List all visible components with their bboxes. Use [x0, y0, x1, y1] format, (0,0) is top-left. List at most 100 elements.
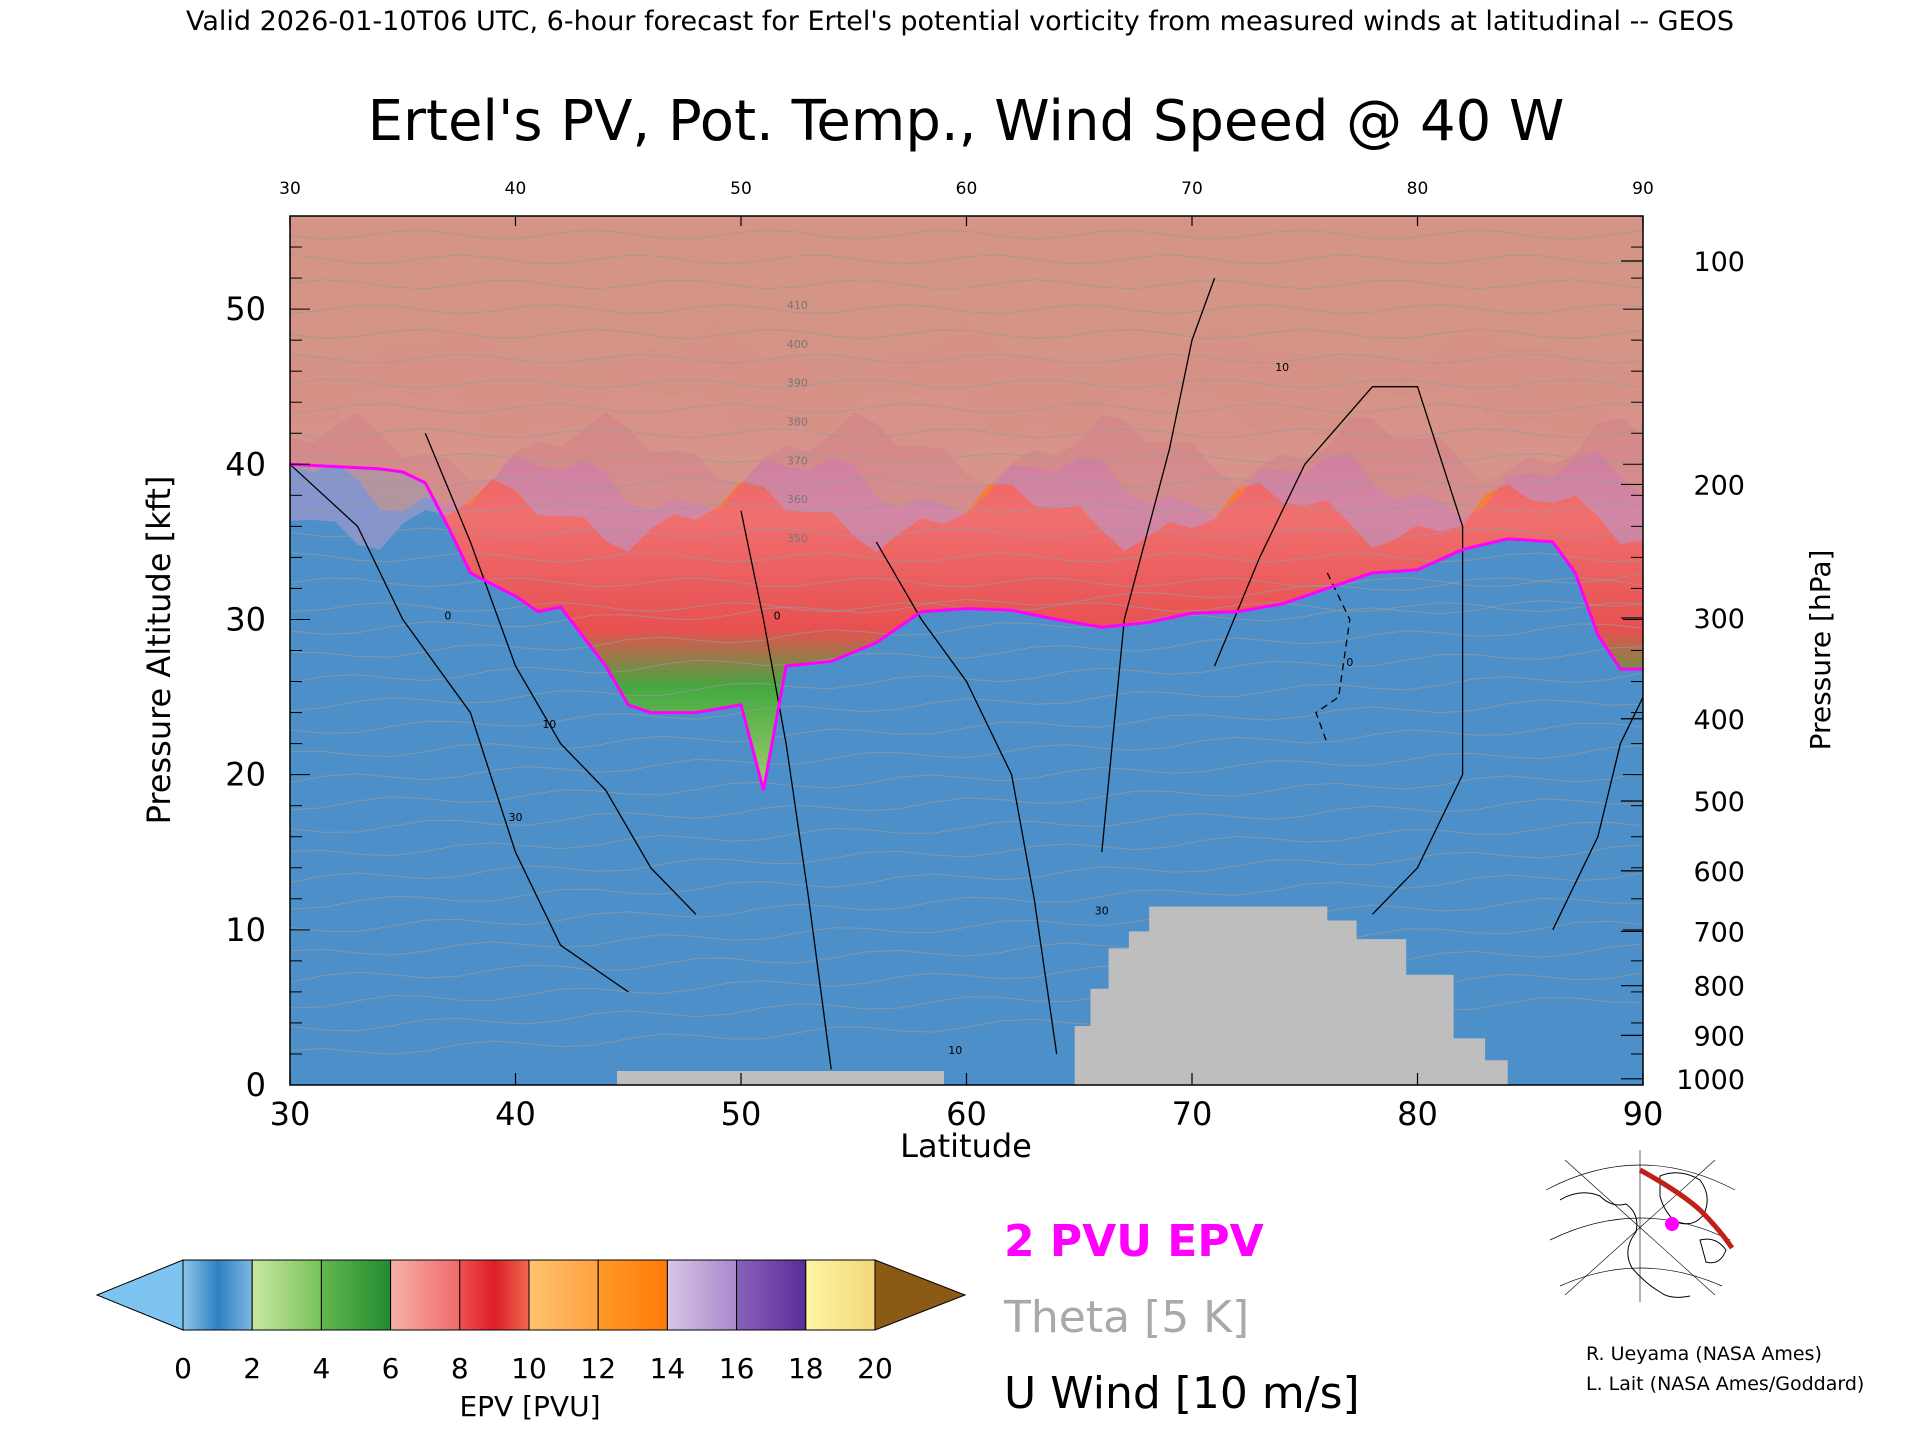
colorbar-under-arrow: [95, 1259, 184, 1331]
u-wind-label: 10: [1275, 361, 1289, 374]
top-tick-label: 80: [1407, 179, 1429, 199]
x-tick-label: 50: [721, 1095, 762, 1133]
pressure-tick-label: 300: [1693, 604, 1745, 635]
u-wind-label: 30: [509, 811, 523, 824]
inset-section-line: [1638, 1167, 1735, 1250]
theta-isentrope: [290, 477, 1643, 489]
theta-isentrope: [290, 943, 1643, 1009]
u-wind-negative-line: [1315, 572, 1351, 744]
theta-label: 370: [787, 454, 808, 467]
u-wind-line: [1213, 386, 1464, 915]
pressure-tick-label: 900: [1693, 1021, 1745, 1052]
colorbar-over-arrow: [874, 1259, 967, 1331]
theta-label: 360: [787, 493, 808, 506]
u-wind-label: 0: [444, 609, 451, 622]
theta-isentrope: [290, 872, 1643, 933]
colorbar-segment: [528, 1259, 599, 1331]
pressure-tick-label: 400: [1693, 705, 1745, 736]
theta-isentrope: [290, 646, 1643, 712]
epv-band: [290, 216, 1643, 553]
legend: 2 PVU EPV Theta [5 K] U Wind [10 m/s]: [1003, 1216, 1360, 1419]
theta-isentrope: [290, 572, 1643, 635]
theta-isentrope: [290, 328, 1643, 340]
theta-isentrope: [290, 229, 1643, 240]
theta-isentrope: [290, 254, 1643, 265]
colorbar-tick-label: 6: [382, 1352, 400, 1385]
theta-isentrope: [290, 428, 1643, 439]
colorbar-tick-label: 8: [451, 1352, 469, 1385]
pressure-tick-label: 500: [1693, 787, 1745, 818]
x-tick-label: 30: [270, 1095, 311, 1133]
theta-label: 350: [787, 532, 808, 545]
theta-isentrope: [290, 577, 1643, 588]
x-axis-label: Latitude: [900, 1127, 1032, 1165]
top-tick-label: 70: [1181, 179, 1203, 199]
theta-isentrope: [290, 772, 1643, 833]
top-tick-label: 50: [730, 179, 752, 199]
colorbar-label: EPV [PVU]: [459, 1390, 600, 1423]
u-wind-line: [740, 510, 832, 1070]
theta-isentrope: [290, 821, 1643, 883]
theta-label: 380: [787, 415, 808, 428]
x-tick-label: 90: [1623, 1095, 1664, 1133]
colorbar-tick-label: 2: [243, 1352, 261, 1385]
theta-label: 400: [787, 338, 808, 351]
top-tick-label: 60: [956, 179, 978, 199]
u-wind-label: 30: [1095, 904, 1109, 917]
theta-isentrope: [290, 502, 1643, 513]
x-tick-label: 40: [495, 1095, 536, 1133]
y-tick-label: 50: [225, 290, 266, 328]
theta-isentrope: [290, 353, 1643, 364]
theta-isentrope: [290, 722, 1643, 784]
theta-isentrope: [290, 844, 1643, 910]
u-wind-label: 0: [774, 609, 781, 622]
inset-map: [1540, 1150, 1740, 1302]
colorbar-segment: [182, 1259, 253, 1331]
plot-area: 410 400 390 380 370 360 350 0 10 30 0 10 30 0 10: [290, 216, 1643, 1085]
theta-label: 410: [787, 299, 808, 312]
colorbar-tick-label: 14: [650, 1352, 686, 1385]
y-tick-label: 20: [225, 756, 266, 794]
top-tick-label: 40: [505, 179, 527, 199]
pressure-tick-label: 600: [1693, 857, 1745, 888]
theta-isentrope: [290, 527, 1643, 538]
colorbar-segment: [805, 1259, 876, 1331]
credit-line-1: R. Ueyama (NASA Ames): [1586, 1343, 1822, 1365]
colorbar-tick-label: 0: [174, 1352, 192, 1385]
legend-u-wind: U Wind [10 m/s]: [1004, 1368, 1360, 1419]
terrain-mask: [617, 906, 1508, 1085]
legend-theta: Theta [5 K]: [1003, 1292, 1249, 1343]
colorbar-tick-label: 10: [511, 1352, 547, 1385]
u-wind-line: [875, 541, 1058, 1055]
colorbar-segment: [736, 1259, 807, 1331]
colorbar-tick-label: 4: [312, 1352, 330, 1385]
theta-isentrope: [290, 552, 1643, 563]
theta-isentrope: [290, 920, 1643, 983]
colorbar-segment: [459, 1259, 530, 1331]
u-wind-contours: 0 10 30 0 10 30 0 10: [290, 277, 1643, 1070]
y-tick-label: 0: [246, 1066, 266, 1104]
theta-isentrope: [290, 798, 1643, 857]
theta-isentrope: [290, 672, 1643, 734]
pv2-contour: [290, 462, 1643, 791]
right-axis-label: Pressure [hPa]: [1804, 550, 1837, 751]
theta-isentrope: [290, 303, 1643, 315]
colorbar-tick-label: 16: [719, 1352, 755, 1385]
u-wind-line: [1101, 277, 1216, 853]
pressure-tick-label: 800: [1693, 972, 1745, 1003]
y-axis-label: Pressure Altitude [kft]: [140, 476, 178, 825]
x-tick-label: 70: [1172, 1095, 1213, 1133]
theta-isentrope: [290, 699, 1643, 758]
theta-contours: 410 400 390 380 370 360 350: [290, 229, 1643, 1055]
u-wind-line: [1552, 696, 1643, 931]
pressure-tick-label: 100: [1693, 247, 1745, 278]
colorbar-segment: [597, 1259, 668, 1331]
theta-isentrope: [290, 279, 1643, 290]
u-wind-label: 10: [542, 718, 556, 731]
colorbar-segment: [320, 1259, 392, 1331]
theta-isentrope: [290, 378, 1643, 389]
theta-isentrope: [290, 623, 1643, 684]
x-tick-label: 80: [1397, 1095, 1438, 1133]
u-wind-line: [290, 463, 629, 993]
